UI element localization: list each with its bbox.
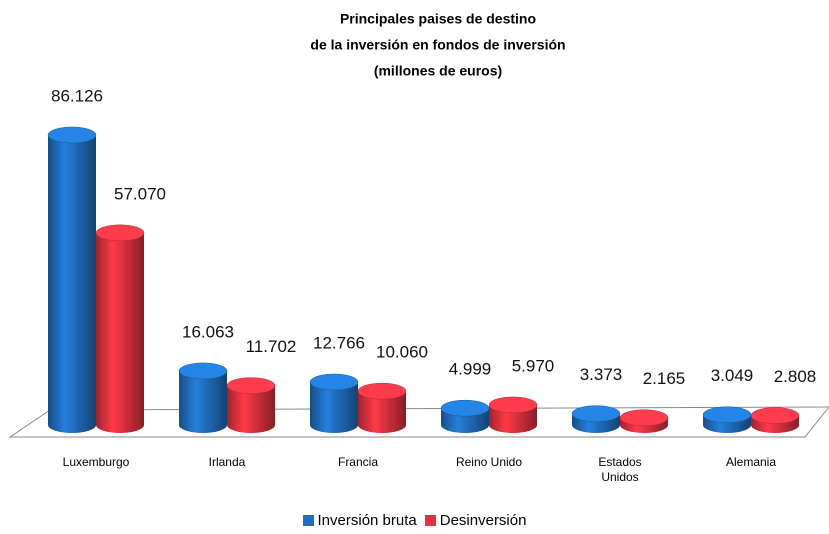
bar-top (178, 362, 228, 380)
bar (571, 405, 621, 433)
data-label: 11.702 (246, 337, 297, 356)
x-tick-label: Francia (337, 455, 378, 469)
bar (178, 362, 228, 433)
data-label: 86.126 (51, 86, 103, 105)
bar-top (357, 382, 407, 400)
bar (357, 382, 407, 433)
data-label: 10.060 (376, 343, 428, 362)
data-label: 57.070 (114, 184, 166, 203)
data-label: 2.165 (643, 369, 686, 388)
legend-label: Desinversión (439, 512, 527, 529)
legend: Inversión bruta Desinversión (0, 512, 829, 529)
bar (440, 399, 490, 433)
bar (309, 373, 359, 433)
x-tick-label: Reino Unido (455, 455, 523, 469)
data-label: 12.766 (313, 333, 365, 352)
bar (488, 396, 538, 433)
legend-label: Inversión bruta (317, 512, 417, 529)
legend-swatch (424, 515, 436, 526)
bar-body (179, 370, 227, 425)
bar-top (702, 406, 752, 423)
bar-top (47, 126, 97, 144)
x-tick-label: Alemania (725, 455, 777, 469)
x-tick-label: Estados Unidos (598, 455, 642, 484)
bar-body (96, 232, 144, 425)
bar-top (226, 377, 276, 394)
bar-top (309, 373, 359, 391)
bar (702, 406, 752, 433)
chart-title: Principales paises de destino (340, 11, 536, 27)
data-label: 16.063 (182, 322, 234, 341)
legend-item: Inversión bruta (302, 512, 417, 529)
bar (47, 126, 97, 433)
bar-top (750, 407, 800, 424)
bar (226, 377, 276, 433)
data-label: 3.373 (580, 365, 623, 384)
bar-top (488, 396, 538, 414)
chart-title: (millones de euros) (374, 63, 502, 79)
bar-top (440, 399, 490, 417)
data-label: 3.049 (711, 366, 754, 385)
legend-swatch (302, 515, 314, 526)
legend-item: Desinversión (424, 512, 527, 529)
bar-body (48, 135, 96, 425)
bar-top (571, 405, 621, 422)
x-tick-label: Luxemburgo (62, 455, 130, 469)
data-label: 4.999 (449, 360, 492, 379)
chart-title: de la inversión en fondos de inversión (310, 37, 565, 53)
x-tick-label: Irlanda (208, 455, 246, 469)
bar (750, 407, 800, 433)
bar (95, 224, 145, 433)
bar-top (619, 409, 669, 426)
bar (619, 409, 669, 433)
data-label: 2.808 (774, 367, 817, 386)
data-label: 5.970 (512, 356, 555, 375)
bar-top (95, 224, 145, 242)
